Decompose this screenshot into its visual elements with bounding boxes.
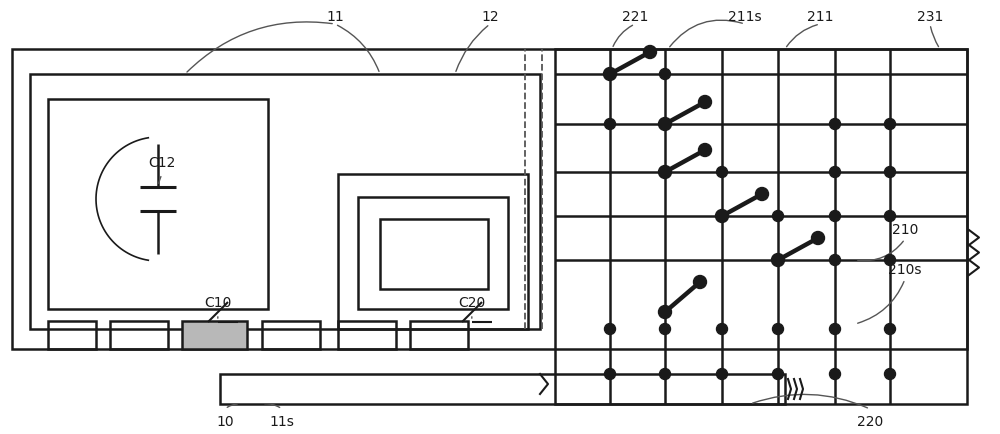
Text: 221: 221 — [622, 10, 648, 24]
Bar — [358, 197, 508, 309]
Circle shape — [772, 324, 784, 335]
Circle shape — [716, 210, 728, 223]
Circle shape — [660, 69, 670, 80]
Circle shape — [830, 255, 840, 266]
Circle shape — [604, 368, 616, 380]
Circle shape — [830, 211, 840, 222]
Circle shape — [772, 368, 784, 380]
Bar — [182, 321, 247, 349]
Circle shape — [604, 69, 616, 80]
Circle shape — [830, 119, 840, 130]
Circle shape — [885, 119, 896, 130]
Circle shape — [716, 167, 728, 178]
Text: 220: 220 — [857, 414, 883, 428]
Circle shape — [660, 324, 670, 335]
Circle shape — [694, 276, 706, 289]
Bar — [555, 50, 967, 404]
Circle shape — [772, 254, 784, 267]
Circle shape — [885, 211, 896, 222]
Bar — [48, 321, 96, 349]
Circle shape — [716, 324, 728, 335]
Text: 210s: 210s — [888, 263, 922, 276]
Circle shape — [604, 119, 616, 130]
Bar — [110, 321, 168, 349]
Text: 12: 12 — [481, 10, 499, 24]
Text: 210: 210 — [892, 223, 918, 237]
Circle shape — [644, 46, 656, 59]
Circle shape — [658, 118, 672, 131]
Text: 10: 10 — [216, 414, 234, 428]
Circle shape — [756, 188, 768, 201]
Bar — [338, 321, 396, 349]
Circle shape — [716, 368, 728, 380]
Circle shape — [772, 255, 784, 266]
Circle shape — [885, 324, 896, 335]
Bar — [410, 321, 468, 349]
Text: 11: 11 — [326, 10, 344, 24]
Text: 11s: 11s — [270, 414, 294, 428]
Circle shape — [604, 68, 616, 81]
Circle shape — [716, 211, 728, 222]
Text: 231: 231 — [917, 10, 943, 24]
Circle shape — [885, 368, 896, 380]
Bar — [262, 321, 320, 349]
Circle shape — [885, 255, 896, 266]
Circle shape — [660, 119, 670, 130]
Circle shape — [885, 167, 896, 178]
Text: C10: C10 — [204, 295, 232, 309]
Circle shape — [660, 368, 670, 380]
Circle shape — [698, 96, 712, 109]
Circle shape — [830, 324, 840, 335]
Circle shape — [658, 306, 672, 319]
Bar — [220, 374, 785, 404]
Bar — [48, 100, 268, 309]
Bar — [12, 50, 967, 349]
Text: 211: 211 — [807, 10, 833, 24]
Text: 211s: 211s — [728, 10, 762, 24]
Text: C20: C20 — [458, 295, 486, 309]
Bar — [380, 220, 488, 289]
Circle shape — [830, 167, 840, 178]
Text: C12: C12 — [148, 156, 176, 170]
Circle shape — [812, 232, 824, 245]
Circle shape — [604, 324, 616, 335]
Bar — [30, 75, 540, 329]
Circle shape — [698, 144, 712, 157]
Circle shape — [660, 167, 670, 178]
Bar — [338, 174, 528, 329]
Circle shape — [830, 368, 840, 380]
Circle shape — [658, 166, 672, 179]
Circle shape — [772, 211, 784, 222]
